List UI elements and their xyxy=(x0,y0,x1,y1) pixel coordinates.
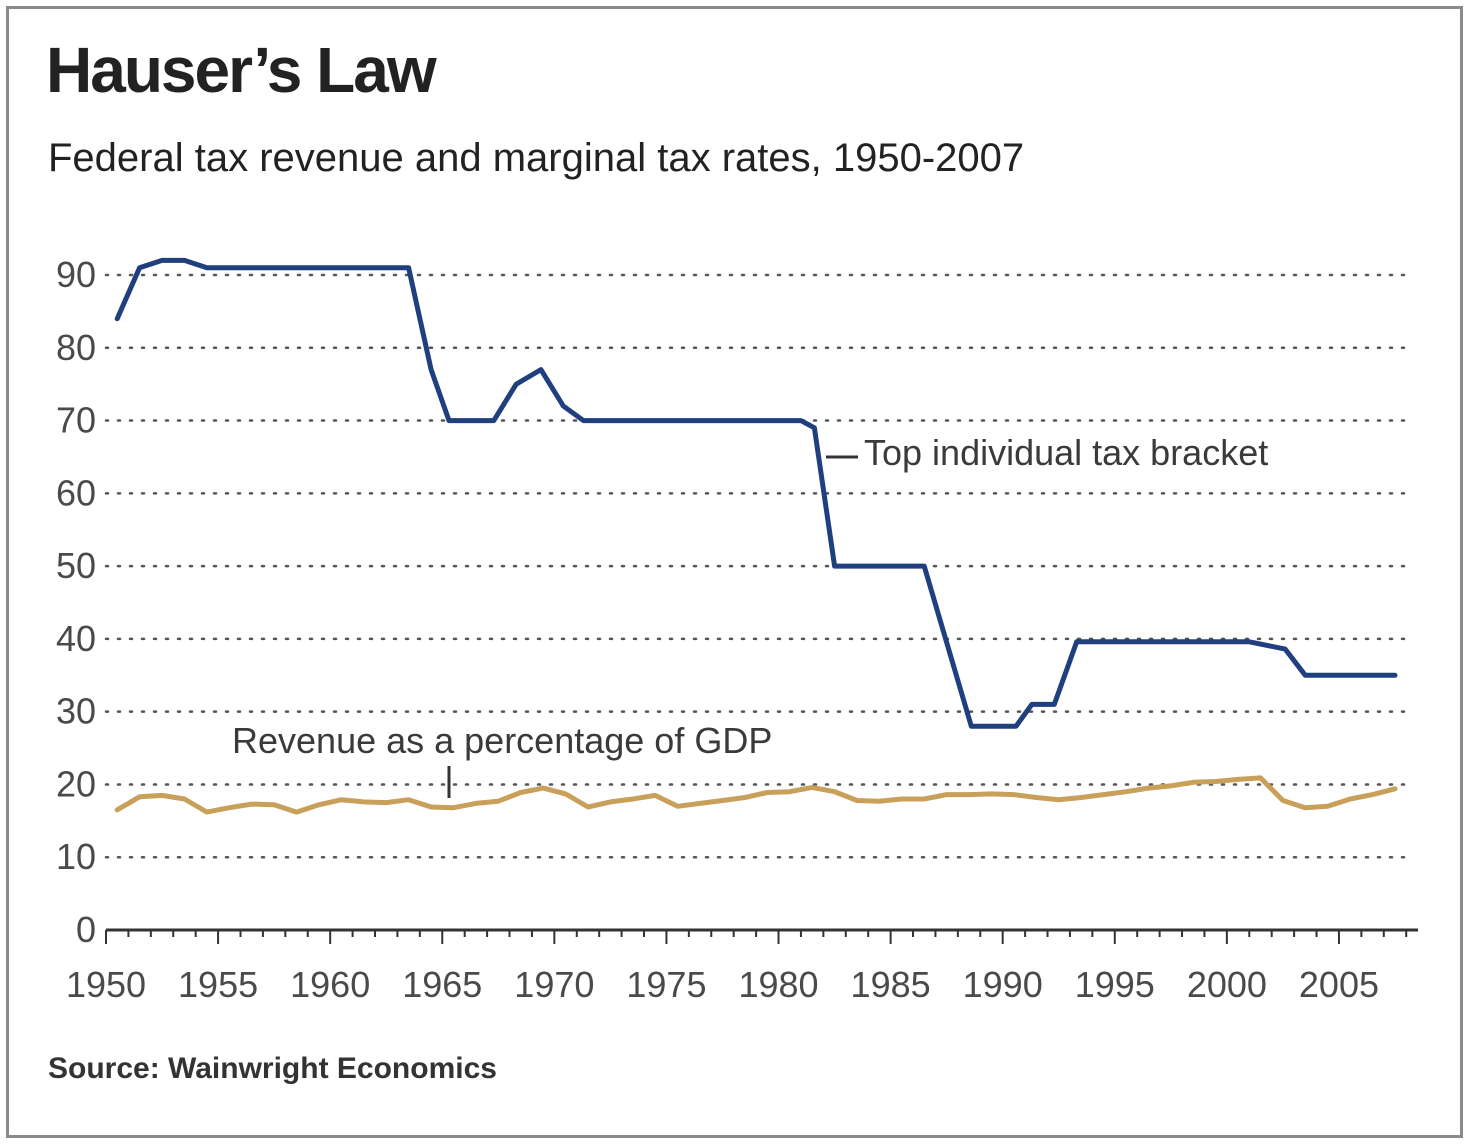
chart-title: Hauser’s Law xyxy=(46,34,437,106)
source-note: Source: Wainwright Economics xyxy=(48,1052,497,1085)
x-tick-label: 1965 xyxy=(402,964,482,1005)
y-tick-label: 10 xyxy=(56,836,96,877)
y-tick-label: 20 xyxy=(56,763,96,804)
x-tick-label: 1990 xyxy=(963,964,1043,1005)
top-bracket-label: Top individual tax bracket xyxy=(864,432,1268,473)
y-tick-label: 80 xyxy=(56,327,96,368)
chart-frame xyxy=(6,6,1463,1138)
y-tick-label: 50 xyxy=(56,545,96,586)
x-tick-label: 1950 xyxy=(66,964,146,1005)
x-tick-label: 1980 xyxy=(738,964,818,1005)
series-lines xyxy=(114,257,1398,815)
x-tick-label: 2005 xyxy=(1299,964,1379,1005)
top-bracket-line xyxy=(114,257,1398,729)
axes: 0 10 20 30 40 50 60 70 80 90 1950 1955 1960 1965 1970 1… xyxy=(56,254,1418,1005)
x-tick-label: 1955 xyxy=(178,964,258,1005)
y-tick-label: 70 xyxy=(56,400,96,441)
chart-subtitle: Federal tax revenue and marginal tax rat… xyxy=(48,136,1025,180)
y-tick-label: 0 xyxy=(76,909,96,950)
y-tick-label: 60 xyxy=(56,472,96,513)
y-tick-label: 90 xyxy=(56,254,96,295)
y-tick-label: 30 xyxy=(56,691,96,732)
y-tick-label: 40 xyxy=(56,618,96,659)
revenue-line xyxy=(114,775,1398,815)
gridlines xyxy=(104,273,1413,859)
x-tick-label: 1985 xyxy=(851,964,931,1005)
x-tick-label: 2000 xyxy=(1187,964,1267,1005)
x-tick-label: 1975 xyxy=(626,964,706,1005)
x-tick-label: 1960 xyxy=(290,964,370,1005)
x-tick-label: 1995 xyxy=(1075,964,1155,1005)
revenue-label: Revenue as a percentage of GDP xyxy=(232,720,772,761)
annotations: Top individual tax bracket Revenue as a … xyxy=(232,432,1268,798)
x-tick-label: 1970 xyxy=(514,964,594,1005)
